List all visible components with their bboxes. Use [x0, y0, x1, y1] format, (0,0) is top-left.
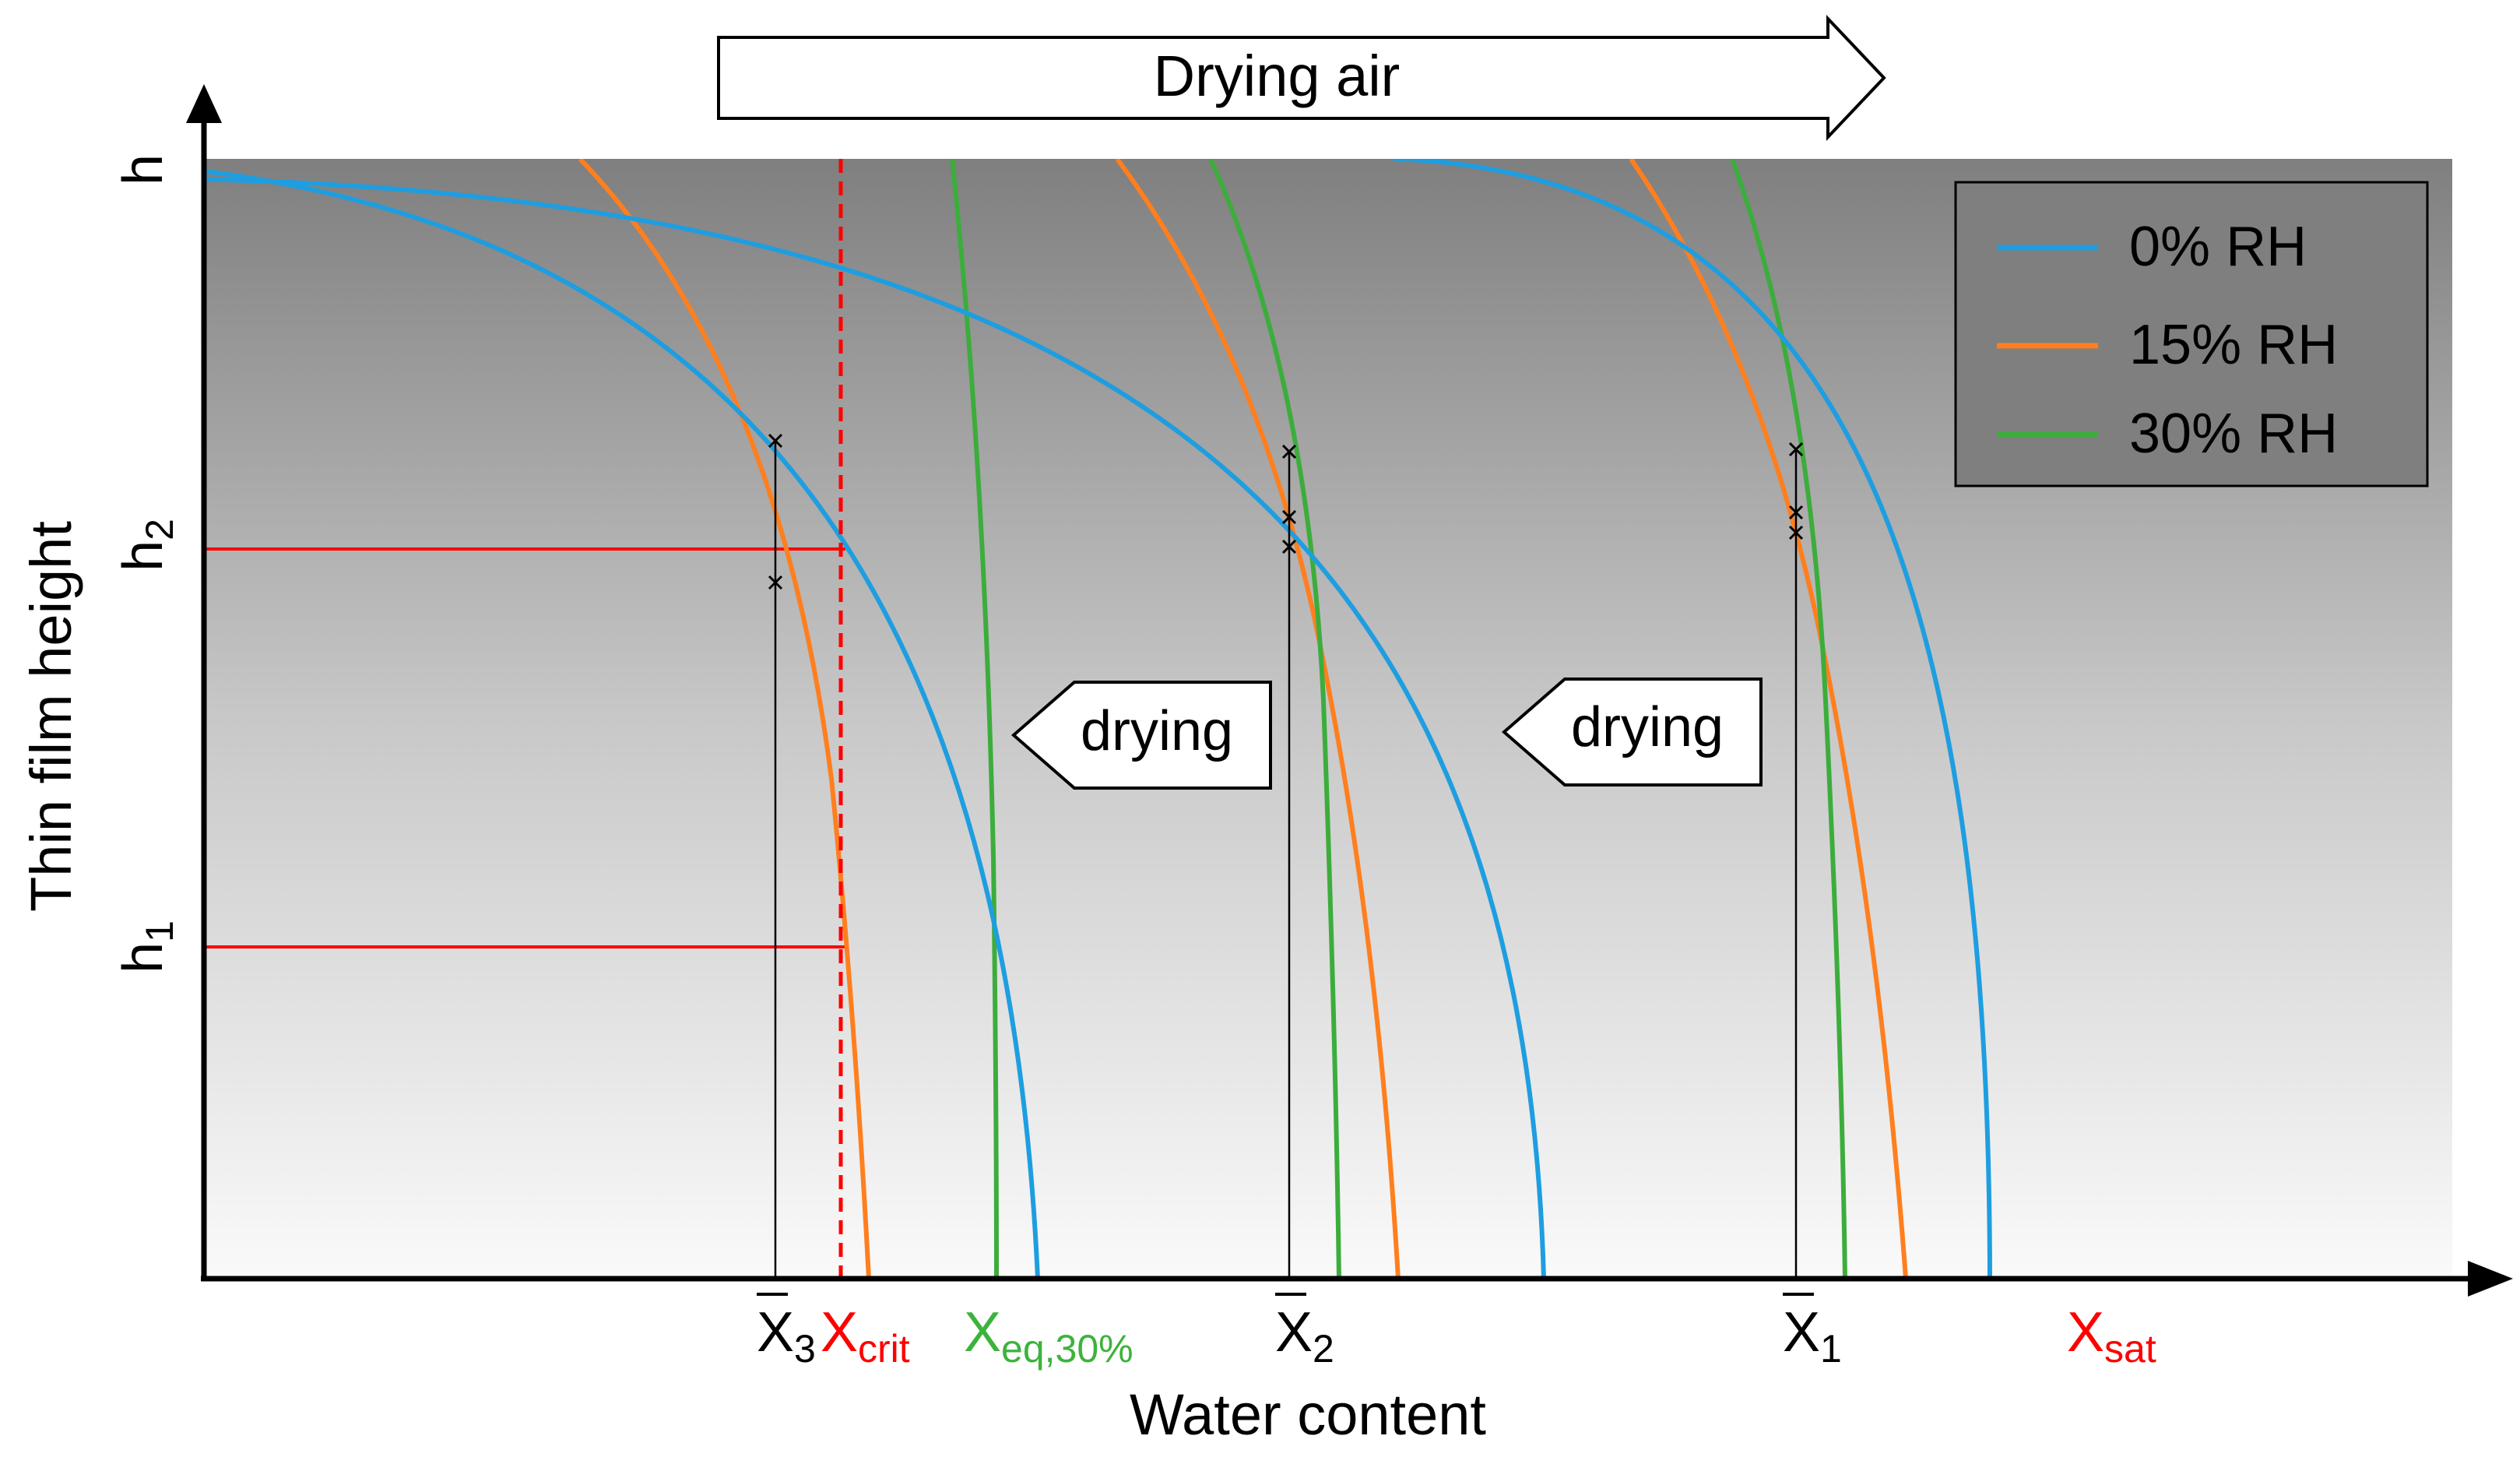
svg-text:h2: h2 [112, 519, 181, 572]
legend-label-30rh: 30% RH [2129, 403, 2338, 465]
legend-label-15rh: 15% RH [2129, 314, 2338, 376]
y-tick-h1: h1 [112, 920, 181, 973]
curve-30rh-x2 [1208, 159, 1341, 1279]
drying-air-label: Drying air [1154, 44, 1401, 108]
y-axis-title: Thin film height [19, 521, 83, 912]
x-axis-arrowhead [2468, 1261, 2513, 1297]
curve-0rh-x1 [1393, 159, 1992, 1279]
x-tick-xsat: Xsat [2067, 1301, 2156, 1371]
svg-text:h1: h1 [112, 920, 181, 973]
drying-label-1: drying [1081, 700, 1233, 762]
y-axis-arrowhead [186, 84, 222, 123]
curve-30rh-x1 [1730, 159, 1847, 1279]
curve-30rh-x3 [950, 159, 999, 1279]
svg-text:X3: X3 [757, 1301, 816, 1371]
svg-text:Xeq,30%: Xeq,30% [964, 1301, 1133, 1371]
drying-air-arrow [717, 14, 1886, 142]
svg-text:Xcrit: Xcrit [821, 1301, 910, 1371]
x-tick-xcrit: Xcrit [821, 1301, 910, 1371]
curve-0rh-x3 [206, 169, 1040, 1279]
x-tick-xeq30: Xeq,30% [964, 1301, 1133, 1371]
curve-15rh-x3 [578, 159, 871, 1279]
legend-label-0rh: 0% RH [2129, 216, 2307, 278]
svg-text:Xsat: Xsat [2067, 1301, 2156, 1371]
drying-label-2: drying [1571, 696, 1724, 758]
intersection-marks [768, 433, 1804, 590]
drying-label-box-1 [1010, 681, 1272, 790]
x-tick-x2: X2 [1275, 1293, 1334, 1371]
legend: 0% RH 15% RH 30% RH [1954, 181, 2429, 487]
svg-text:h: h [112, 154, 174, 185]
drying-label-box-2 [1501, 677, 1763, 787]
svg-text:X2: X2 [1275, 1301, 1334, 1371]
x-tick-x1: X1 [1783, 1293, 1842, 1371]
y-tick-h2: h2 [112, 519, 181, 572]
curve-0rh-x2 [206, 177, 1546, 1279]
y-tick-h: h [112, 154, 174, 185]
svg-text:X1: X1 [1783, 1301, 1842, 1371]
x-tick-x3: X3 [757, 1293, 816, 1371]
x-axis-title: Water content [1130, 1382, 1486, 1447]
